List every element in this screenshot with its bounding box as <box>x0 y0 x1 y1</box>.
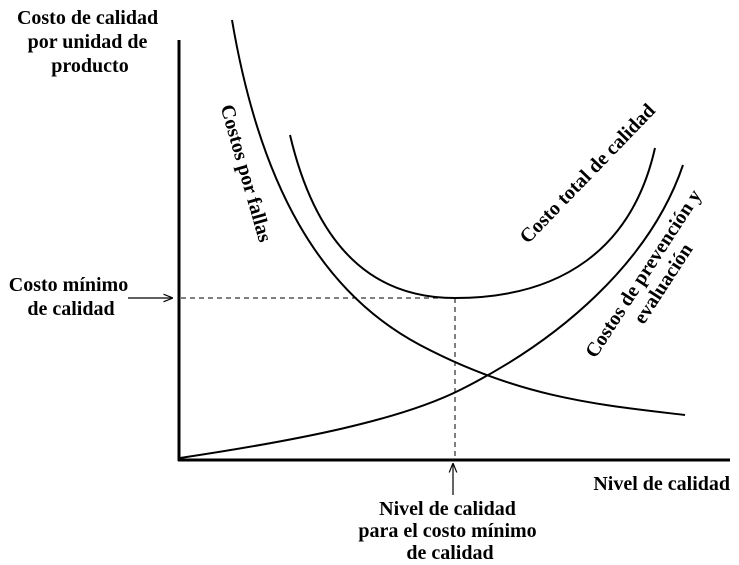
y-axis-label-line: por unidad de <box>28 31 148 53</box>
failure-curve-label: Costos por fallas <box>216 102 276 245</box>
optimum-label-line: Nivel de calidad <box>379 498 516 520</box>
failure-curve <box>231 19 686 416</box>
min-cost-label-line: de calidad <box>27 298 114 320</box>
optimum-label-line: para el costo mínimo <box>358 520 536 542</box>
y-axis-label-line: producto <box>51 55 128 77</box>
total-curve <box>289 134 656 300</box>
optimum-label-line: de calidad <box>406 542 493 564</box>
prevention-curve-label: Costos de prevención y evaluación <box>581 182 727 374</box>
x-axis-label: Nivel de calidad <box>593 473 730 495</box>
prevention-curve <box>179 164 684 459</box>
y-axis-label: Costo de calidad por unidad de producto <box>17 7 163 77</box>
min-cost-label-line: Costo mínimo <box>9 274 128 296</box>
y-axis-label-line: Costo de calidad <box>17 7 158 29</box>
optimum-label: Nivel de calidad para el costo mínimo de… <box>358 498 541 564</box>
prevention-curve-label-line: Costos de prevención y <box>581 186 706 362</box>
min-cost-label: Costo mínimo de calidad <box>9 274 133 320</box>
total-curve-label: Costo total de calidad <box>516 100 660 248</box>
